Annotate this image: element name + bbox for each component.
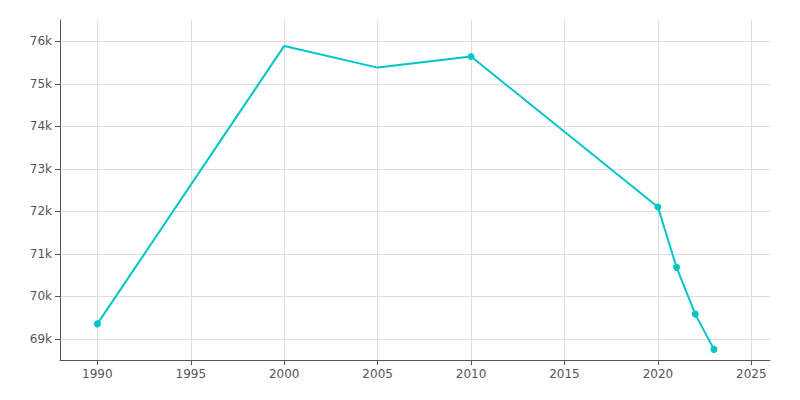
- svg-text:75k: 75k: [30, 77, 52, 91]
- svg-text:71k: 71k: [30, 247, 52, 261]
- svg-text:2015: 2015: [549, 367, 580, 381]
- svg-text:74k: 74k: [30, 119, 52, 133]
- svg-text:2000: 2000: [269, 367, 300, 381]
- svg-text:2025: 2025: [736, 367, 767, 381]
- svg-text:2020: 2020: [643, 367, 674, 381]
- svg-text:76k: 76k: [30, 34, 52, 48]
- svg-text:69k: 69k: [30, 332, 52, 346]
- svg-text:2005: 2005: [362, 367, 393, 381]
- svg-text:70k: 70k: [30, 289, 52, 303]
- svg-text:1990: 1990: [82, 367, 113, 381]
- svg-text:72k: 72k: [30, 204, 52, 218]
- svg-text:2010: 2010: [456, 367, 487, 381]
- svg-text:73k: 73k: [30, 162, 52, 176]
- svg-text:1995: 1995: [176, 367, 207, 381]
